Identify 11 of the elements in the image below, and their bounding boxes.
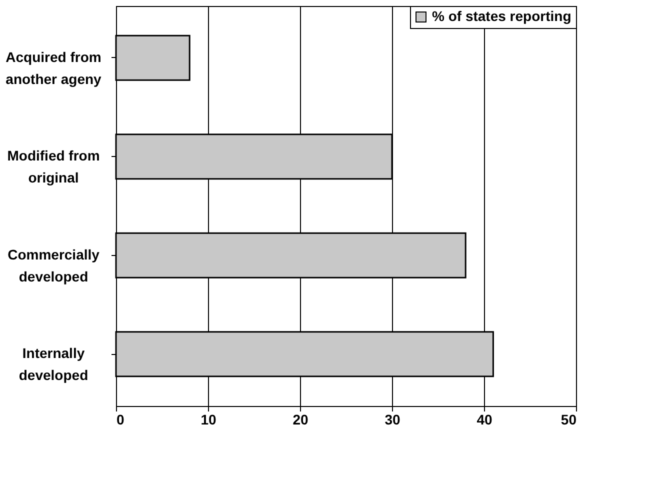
x-tick-label: 10 (200, 412, 216, 428)
x-tick-label: 30 (384, 412, 400, 428)
y-tick-label: Internally developed (18, 345, 88, 384)
x-tick-label: 50 (560, 412, 577, 428)
y-tick-label: Acquired from another ageny (6, 48, 102, 87)
x-tick-label: 20 (292, 412, 308, 428)
x-tick-label: 0 (116, 412, 124, 428)
x-tick-label: 40 (476, 412, 492, 428)
y-tick-label: Commercially developed (8, 246, 100, 284)
legend-label: % of states reporting (432, 8, 572, 24)
y-tick-label: Modified from original (7, 148, 100, 186)
